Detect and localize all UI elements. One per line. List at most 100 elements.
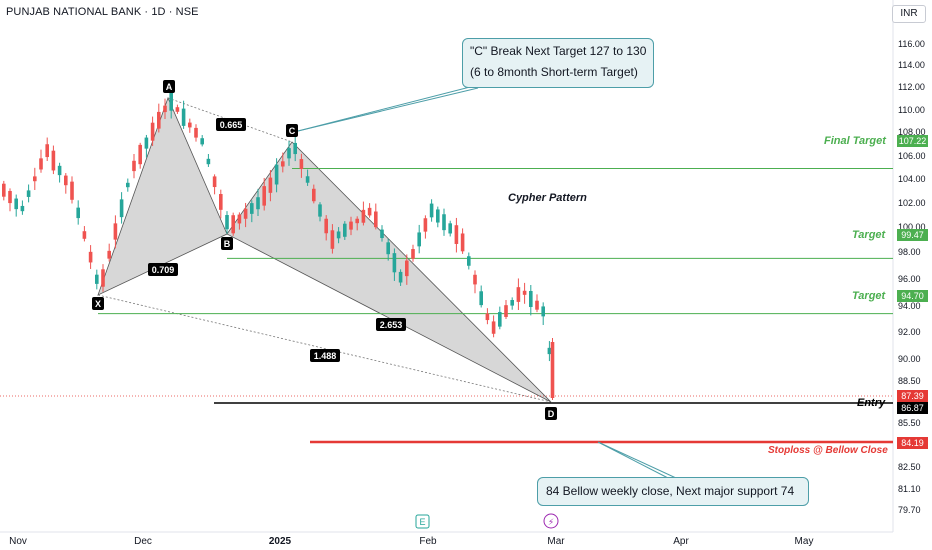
target-2-price-tag: 94.70 [897,290,928,302]
candle-body [256,197,260,210]
y-tick-label: 88.50 [898,376,921,386]
target-2-label: Target [852,290,886,302]
candle-body [64,175,68,186]
x-tick-label: Mar [547,536,565,547]
candle-body [318,204,322,217]
candle-body [479,291,483,306]
candle-body [550,342,555,398]
candle-body [88,251,93,263]
candle-body [411,249,415,259]
point-label-c: C [289,126,296,136]
candle-body [181,108,186,126]
support-callout-pointer-2 [597,441,677,479]
candle-body [113,223,118,240]
final-target-label: Final Target [824,135,886,147]
candle-body [336,231,341,239]
target-1-price-tag: 99.47 [897,229,928,241]
candle-body [188,122,192,128]
current-price-tag: 87.39 [897,390,928,402]
y-tick-label: 79.70 [898,505,921,515]
candle-body [20,205,25,212]
candle-body [392,253,397,273]
earnings-icon [415,514,430,529]
candle-body [541,306,545,317]
candle-body [529,290,533,308]
candle-body [39,158,43,170]
candle-body [398,271,403,283]
candle-body [237,214,242,224]
candle-body [212,176,217,188]
candle-body [200,138,204,145]
candle-body [250,203,254,214]
candle-body [225,215,229,230]
ratio-label: 0.709 [152,265,175,275]
y-tick-label: 116.00 [898,39,925,49]
point-label-x: X [95,299,101,309]
candle-body [107,250,111,259]
dividend-icon [543,513,559,529]
candle-body [126,182,130,188]
entry-label: Entry [857,397,886,409]
candle-body [467,256,471,266]
xd-ratio-line [97,294,552,403]
earnings-icon-glyph: E [419,517,425,527]
candle-body [460,233,465,252]
candle-body [504,305,508,317]
candle-body [169,92,173,111]
candle-body [2,183,6,197]
candle-body [324,218,328,234]
candle-body [299,159,304,169]
ratio-label-box [376,318,406,331]
ratio-label: 1.488 [314,351,337,361]
candle-body [144,137,149,149]
candle-body [33,176,37,182]
candle-body [312,188,316,202]
ratio-label-box [216,118,246,131]
candle-body [45,144,49,158]
dividend-icon-glyph: ⚡ [548,518,554,528]
y-tick-label: 81.10 [898,484,921,494]
currency-button[interactable]: INR [892,5,926,23]
candle-body [163,105,167,113]
c-break-callout[interactable]: "C" Break Next Target 127 to 130 (6 to 8… [462,38,654,88]
c-callout-pointer-2 [297,87,479,132]
candle-body [194,127,198,138]
candle-body [485,313,490,321]
ratio-label-box [148,263,178,276]
support-callout[interactable]: 84 Bellow weekly close, Next major suppo… [537,477,809,506]
candle-body [349,221,353,230]
candle-body [417,232,421,247]
point-label-d: D [548,409,555,419]
candle-body [429,203,434,218]
candle-body [138,144,142,165]
point-label-box [286,124,298,137]
entry-price-tag: 86.87 [897,402,928,414]
candle-body [14,198,18,210]
candle-body [343,223,347,237]
candle-body [405,260,409,277]
candle-body [454,225,459,244]
point-label-box [92,297,104,310]
candle-body [206,158,211,165]
candle-body [57,165,62,176]
candle-body [293,142,297,155]
x-tick-label: Nov [9,536,27,547]
y-tick-label: 108.00 [898,127,926,137]
candle-body [491,321,496,334]
y-tick-label: 98.00 [898,247,921,257]
candle-body [386,242,390,255]
candle-body [442,214,446,231]
candle-body [473,274,477,285]
ratio-label-box [310,349,340,362]
y-tick-label: 106.00 [898,151,926,161]
candle-body [281,161,285,167]
candle-body [8,190,12,204]
support-callout-pointer-1 [597,441,669,479]
candle-body [101,269,105,287]
point-label-box [545,407,557,420]
y-tick-label: 114.00 [898,60,925,70]
candle-body [361,209,366,223]
candle-body [423,218,428,232]
point-label-box [221,237,233,250]
